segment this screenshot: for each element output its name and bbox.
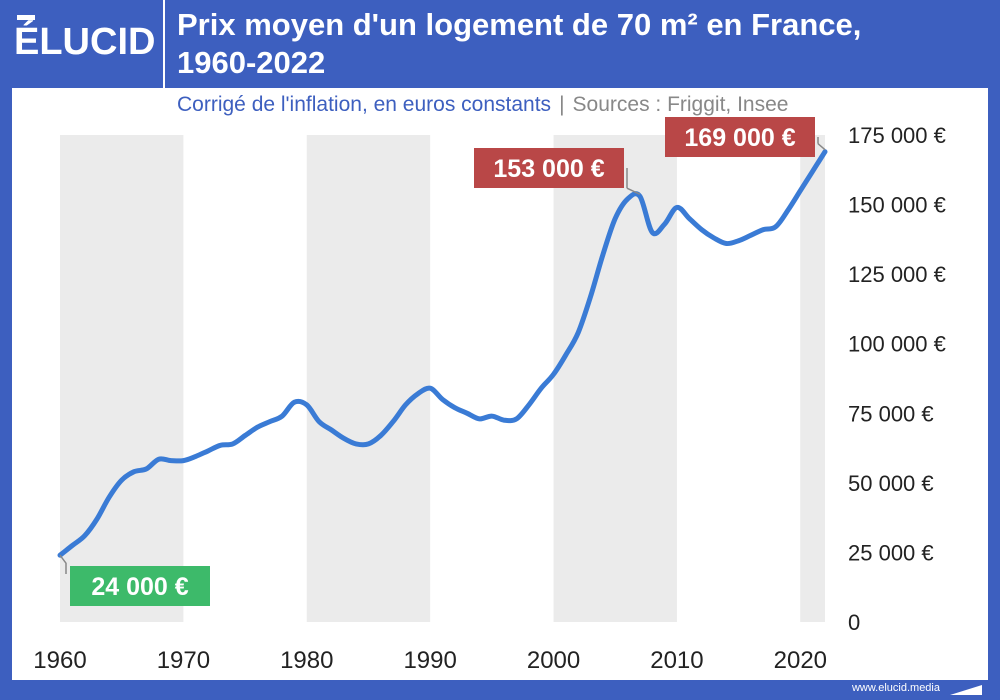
x-tick-label: 1990 [403,647,456,674]
header-divider [163,0,165,88]
subtitle-main: Corrigé de l'inflation, en euros constan… [177,93,552,116]
x-tick-label: 1980 [280,647,333,674]
x-tick-label: 2000 [527,647,580,674]
chart-subtitle: Corrigé de l'inflation, en euros constan… [177,93,788,117]
header: ÉLUCID Prix moyen d'un logement de 70 m²… [0,0,1000,88]
y-tick-label: 125 000 € [848,262,946,287]
y-tick-label: 150 000 € [848,193,946,218]
series-line [57,149,828,558]
annotation-label: 153 000 € [493,155,604,183]
title-line-2: 1960-2022 [177,45,326,80]
brand-logo: ÉLUCID [14,21,156,63]
x-tick-label: 1970 [157,647,210,674]
annotation-leader [59,554,67,574]
decade-band [60,135,184,622]
x-tick-label: 1960 [33,647,86,674]
decade-band [553,135,677,622]
page-title: Prix moyen d'un logement de 70 m² en Fra… [177,6,977,82]
annotation-label: 169 000 € [684,124,795,152]
flag-icon [950,685,982,695]
decade-band [306,135,431,622]
y-tick-label: 100 000 € [848,332,946,357]
logo-accent [17,15,35,20]
title-line-1: Prix moyen d'un logement de 70 m² en Fra… [177,7,862,42]
annotation-leader [626,187,641,195]
annotation-box [70,566,210,606]
annotation-box [474,148,624,188]
x-tick-label: 2020 [774,647,827,674]
annotation-label: 24 000 € [91,573,188,601]
annotation-box [665,117,815,157]
y-tick-label: 25 000 € [848,540,934,565]
y-tick-label: 75 000 € [848,401,934,426]
footer-url: www.elucid.media [851,682,940,694]
y-tick-label: 50 000 € [848,471,934,496]
y-tick-label: 0 [848,610,860,635]
decade-band [800,135,825,622]
subtitle-separator: | [559,93,565,116]
y-tick-label: 175 000 € [848,123,946,148]
x-tick-label: 2010 [650,647,703,674]
annotation-leader [817,143,826,151]
subtitle-sources: Sources : Friggit, Insee [572,93,789,116]
